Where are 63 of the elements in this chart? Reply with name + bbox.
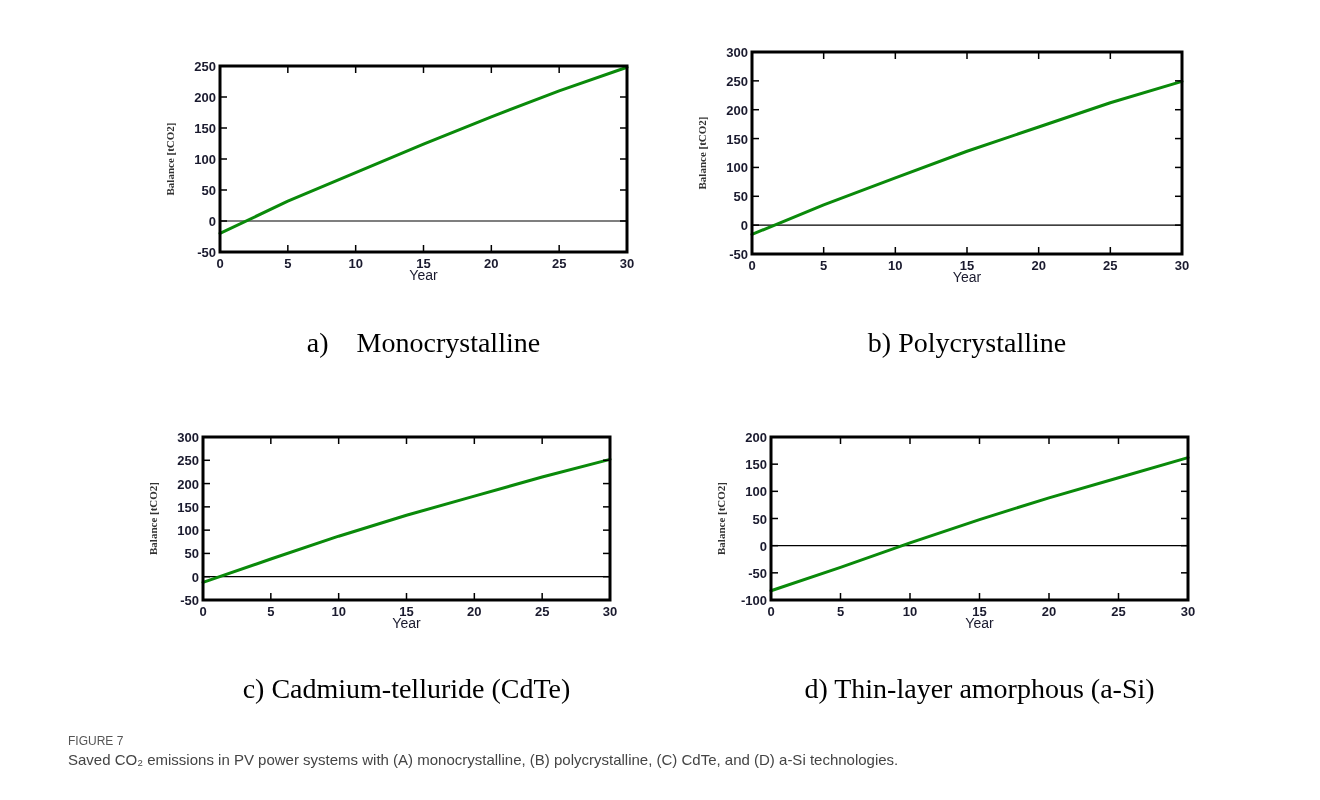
- y-tick-label: 100: [177, 523, 199, 539]
- text: d) Thin-layer amorphous (a-Si): [804, 673, 1155, 704]
- x-tick-label: 5: [820, 258, 828, 273]
- y-tick-label: 100: [194, 152, 216, 167]
- x-tick-label: 10: [888, 258, 903, 273]
- y-axis-title: Balance [tCO2]: [164, 122, 176, 196]
- y-tick-label: 150: [194, 121, 216, 136]
- y-tick-label: 50: [184, 546, 199, 562]
- x-tick-label: 25: [534, 604, 550, 619]
- y-tick-label: 250: [726, 73, 748, 89]
- text: b) Polycrystalline: [867, 327, 1067, 358]
- x-tick-label: 30: [619, 256, 635, 271]
- x-tick-label: 5: [836, 604, 845, 619]
- y-tick-label: 0: [759, 538, 767, 554]
- y-axis-title: Balance [tCO2]: [715, 481, 727, 556]
- x-tick-label: 10: [348, 256, 363, 271]
- y-tick-label: 50: [752, 511, 767, 527]
- y-tick-label: 100: [726, 160, 748, 176]
- x-tick-label: 20: [484, 256, 499, 271]
- y-tick-label: 0: [208, 214, 216, 229]
- y-tick-label: -100: [740, 593, 767, 608]
- caption: FIGURE 7: [68, 734, 124, 748]
- text: Saved CO₂ emissions in PV power systems with (A) monocrystalline, (B) polycrystalline, (C) CdTe, and (D) a-Si technologies.: [68, 751, 899, 768]
- y-tick-label: -50: [180, 593, 199, 608]
- y-tick-label: 0: [191, 569, 199, 585]
- y-tick-label: 250: [194, 59, 216, 74]
- x-tick-label: 10: [331, 604, 346, 619]
- x-tick-label: 20: [467, 604, 482, 619]
- y-tick-label: 300: [726, 45, 748, 60]
- y-tick-label: 0: [740, 218, 748, 234]
- y-tick-label: 250: [177, 453, 199, 469]
- y-tick-label: -50: [748, 565, 767, 581]
- y-tick-label: 150: [745, 457, 767, 473]
- x-tick-label: 10: [902, 604, 918, 619]
- x-tick-label: 5: [284, 256, 292, 271]
- y-tick-label: 50: [201, 183, 216, 198]
- x-tick-label: 20: [1041, 604, 1057, 619]
- y-tick-label: 300: [177, 430, 199, 445]
- x-tick-label: 25: [1103, 258, 1118, 273]
- y-tick-label: -50: [197, 245, 216, 260]
- x-tick-label: 25: [1111, 604, 1126, 619]
- y-tick-label: 200: [726, 102, 748, 118]
- y-axis-title: Balance [tCO2]: [147, 481, 159, 556]
- x-tick-label: 30: [602, 604, 618, 619]
- text: a) Monocrystalline: [306, 327, 541, 358]
- x-tick-label: 30: [1180, 604, 1196, 619]
- line-series: [750, 79, 1184, 236]
- text: c) Cadmium-telluride (CdTe): [242, 673, 571, 704]
- y-axis-title: Balance [tCO2]: [696, 116, 708, 190]
- line-series: [218, 65, 629, 235]
- x-tick-label: 30: [1174, 258, 1190, 273]
- y-tick-label: 200: [177, 476, 199, 492]
- y-tick-label: 150: [726, 131, 748, 147]
- y-tick-label: 100: [745, 484, 767, 500]
- x-tick-label: 5: [267, 604, 275, 619]
- line-series: [769, 456, 1190, 593]
- y-tick-label: 200: [745, 430, 767, 445]
- y-tick-label: 50: [733, 189, 748, 205]
- y-tick-label: -50: [729, 247, 748, 262]
- y-tick-label: 150: [177, 499, 199, 515]
- x-tick-label: 25: [551, 256, 567, 271]
- x-tick-label: 20: [1031, 258, 1046, 273]
- y-tick-label: 200: [194, 90, 216, 105]
